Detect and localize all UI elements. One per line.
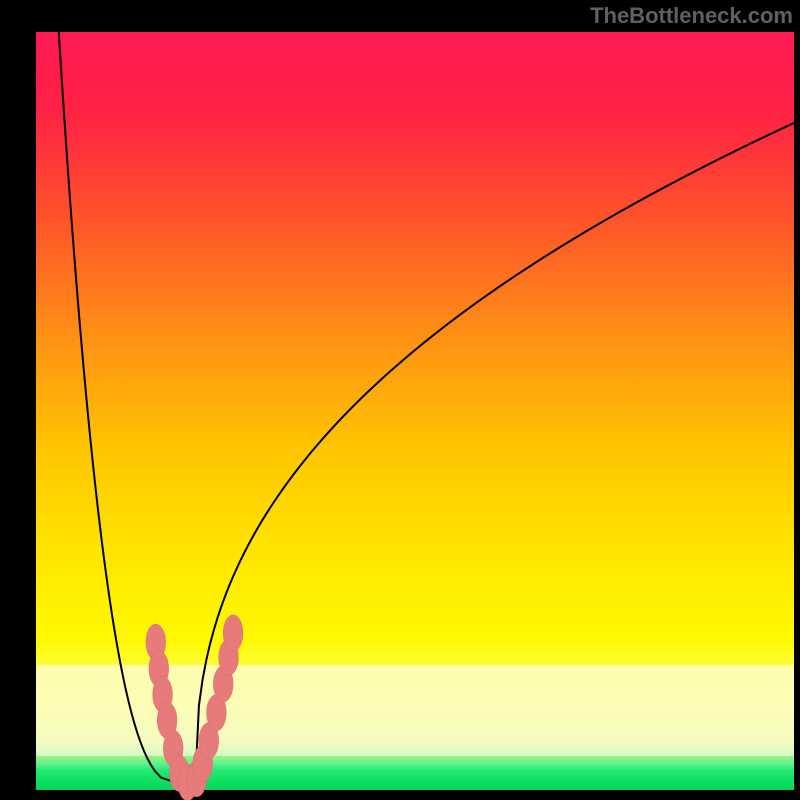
- bottleneck-chart: { "watermark": { "text": "TheBottleneck.…: [0, 0, 800, 800]
- watermark: TheBottleneck.com: [590, 3, 793, 29]
- pale-yellow-band: [36, 665, 794, 756]
- chart-svg: [0, 0, 800, 800]
- data-marker: [223, 615, 243, 651]
